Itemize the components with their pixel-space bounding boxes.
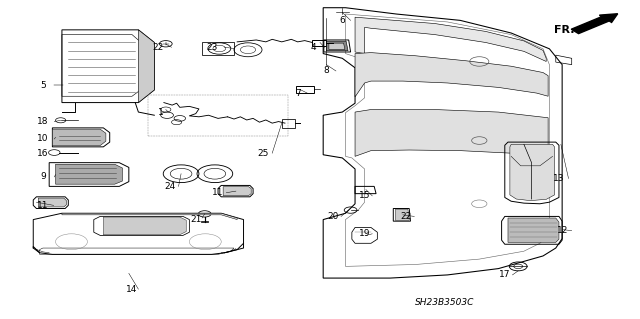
Text: 18: 18 bbox=[37, 117, 49, 126]
Polygon shape bbox=[329, 43, 345, 49]
Text: 7: 7 bbox=[295, 89, 301, 98]
Polygon shape bbox=[52, 129, 106, 145]
Polygon shape bbox=[508, 218, 559, 242]
Text: 8: 8 bbox=[323, 66, 329, 76]
Text: 12: 12 bbox=[556, 226, 568, 235]
Text: 11: 11 bbox=[37, 201, 49, 210]
Text: 15: 15 bbox=[359, 191, 371, 200]
Polygon shape bbox=[395, 210, 409, 220]
Polygon shape bbox=[355, 17, 546, 62]
Text: 22: 22 bbox=[401, 212, 412, 221]
Polygon shape bbox=[38, 198, 67, 207]
Bar bbox=[202, 42, 234, 55]
Text: 14: 14 bbox=[126, 285, 138, 294]
Text: 10: 10 bbox=[37, 134, 49, 144]
Polygon shape bbox=[355, 53, 548, 97]
Text: 25: 25 bbox=[257, 149, 268, 158]
Text: FR.: FR. bbox=[554, 25, 575, 35]
Text: 17: 17 bbox=[499, 271, 511, 279]
Text: 20: 20 bbox=[327, 212, 339, 221]
Text: SH23B3503C: SH23B3503C bbox=[415, 298, 474, 307]
Text: 13: 13 bbox=[553, 174, 564, 183]
Polygon shape bbox=[62, 213, 237, 219]
Text: 21: 21 bbox=[190, 215, 202, 224]
Text: 16: 16 bbox=[37, 149, 49, 158]
Bar bbox=[148, 95, 288, 136]
Polygon shape bbox=[326, 41, 348, 51]
Polygon shape bbox=[223, 187, 251, 196]
Text: 9: 9 bbox=[40, 172, 45, 182]
Text: 1: 1 bbox=[158, 108, 164, 116]
Text: 6: 6 bbox=[339, 16, 345, 25]
Text: 19: 19 bbox=[359, 229, 371, 238]
Polygon shape bbox=[355, 109, 548, 158]
Polygon shape bbox=[510, 144, 554, 201]
Text: 11: 11 bbox=[212, 188, 224, 197]
Polygon shape bbox=[138, 30, 154, 103]
FancyArrow shape bbox=[572, 14, 618, 33]
Text: 5: 5 bbox=[40, 81, 45, 90]
Polygon shape bbox=[103, 217, 186, 235]
Text: 4: 4 bbox=[311, 43, 316, 52]
Text: 22: 22 bbox=[152, 43, 163, 52]
Text: 24: 24 bbox=[164, 182, 176, 191]
Polygon shape bbox=[56, 164, 122, 184]
Text: 23: 23 bbox=[206, 43, 218, 52]
